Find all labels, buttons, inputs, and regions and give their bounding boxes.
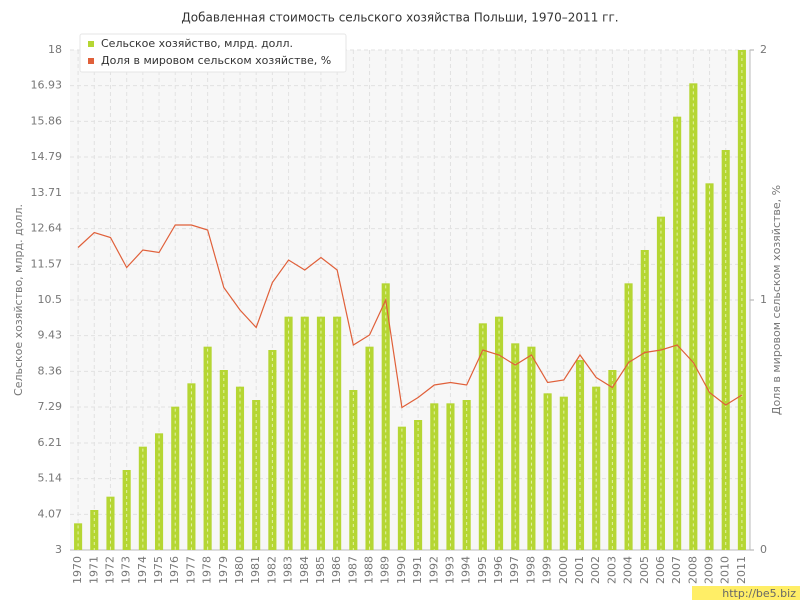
bar — [219, 370, 228, 550]
bar — [430, 403, 439, 550]
bar — [624, 283, 633, 550]
legend-box — [79, 33, 347, 73]
x-tick-label: 2007 — [670, 556, 683, 584]
chart-title: Добавленная стоимость сельского хозяйств… — [181, 11, 618, 25]
x-tick-label: 1981 — [249, 556, 262, 584]
x-tick-label: 1998 — [524, 556, 537, 584]
bar — [365, 346, 374, 550]
y-tick-label: 14.79 — [31, 150, 63, 163]
y-tick-label: 18 — [48, 43, 62, 56]
x-tick-label: 1979 — [217, 556, 230, 584]
x-tick-label: 1970 — [71, 556, 84, 584]
bar — [171, 406, 180, 550]
watermark-bg — [692, 586, 800, 600]
bar — [673, 116, 682, 551]
x-tick-label: 1980 — [233, 556, 246, 584]
x-tick-label: 2004 — [622, 556, 635, 584]
x-tick-label: 1974 — [136, 556, 149, 584]
x-tick-label: 1995 — [476, 556, 489, 584]
x-tick-label: 1988 — [363, 556, 376, 584]
x-tick-label: 2002 — [589, 556, 602, 584]
bar — [478, 323, 487, 550]
y-axis-title: Сельское хозяйство, млрд. долл. — [12, 204, 25, 396]
y2-tick-label: 1 — [760, 293, 767, 306]
legend-label: Доля в мировом сельском хозяйстве, % — [101, 54, 331, 67]
bar — [381, 283, 390, 550]
bar — [511, 343, 520, 550]
y-tick-label: 11.57 — [31, 257, 63, 270]
x-tick-label: 1993 — [443, 556, 456, 584]
y-tick-label: 6.21 — [38, 436, 63, 449]
bar — [187, 383, 196, 550]
x-tick-label: 1991 — [411, 556, 424, 584]
x-tick-label: 1977 — [184, 556, 197, 584]
bar — [203, 346, 212, 550]
x-tick-label: 2001 — [573, 556, 586, 584]
x-tick-label: 1985 — [314, 556, 327, 584]
y-tick-label: 15.86 — [31, 114, 63, 127]
watermark: http://be5.biz — [722, 587, 796, 600]
x-tick-label: 1976 — [168, 556, 181, 584]
x-tick-label: 1999 — [541, 556, 554, 584]
legend-label: Сельское хозяйство, млрд. долл. — [101, 37, 293, 50]
y2-tick-label: 0 — [760, 543, 767, 556]
x-tick-label: 1984 — [298, 556, 311, 584]
x-tick-label: 1971 — [87, 556, 100, 584]
y2-axis-title: Доля в мировом сельском хозяйстве, % — [770, 185, 783, 415]
y-tick-label: 13.71 — [31, 186, 63, 199]
y-tick-label: 16.93 — [31, 79, 63, 92]
bar — [543, 393, 552, 550]
bar — [446, 403, 455, 550]
x-tick-label: 1983 — [282, 556, 295, 584]
bar — [608, 370, 617, 550]
x-tick-label: 1996 — [492, 556, 505, 584]
x-tick-label: 1975 — [152, 556, 165, 584]
x-tick-label: 1972 — [103, 556, 116, 584]
x-tick-label: 2006 — [654, 556, 667, 584]
x-tick-label: 1982 — [265, 556, 278, 584]
line — [77, 224, 743, 409]
legend-swatch — [88, 58, 94, 64]
x-tick-label: 2010 — [719, 556, 732, 584]
y-tick-label: 9.43 — [38, 329, 63, 342]
x-tick-label: 1994 — [460, 556, 473, 584]
x-tick-label: 1989 — [379, 556, 392, 584]
legend-swatch — [88, 41, 94, 47]
x-tick-label: 1997 — [508, 556, 521, 584]
y-tick-label: 12.64 — [31, 222, 63, 235]
x-tick-label: 1978 — [201, 556, 214, 584]
x-tick-label: 2000 — [557, 556, 570, 584]
x-tick-label: 1992 — [427, 556, 440, 584]
x-tick-label: 1990 — [395, 556, 408, 584]
y-tick-label: 8.36 — [38, 364, 63, 377]
y-tick-label: 4.07 — [38, 507, 63, 520]
bar — [689, 83, 698, 550]
x-tick-label: 2008 — [686, 556, 699, 584]
x-tick-label: 1987 — [346, 556, 359, 584]
bar — [640, 250, 649, 550]
bar — [397, 426, 406, 550]
x-tick-label: 2005 — [638, 556, 651, 584]
x-tick-label: 2003 — [605, 556, 618, 584]
y-tick-label: 10.5 — [38, 293, 63, 306]
bar — [74, 523, 83, 550]
y-tick-label: 3 — [55, 543, 62, 556]
x-tick-label: 1973 — [120, 556, 133, 584]
x-tick-label: 2011 — [735, 556, 748, 584]
x-tick-label: 2009 — [703, 556, 716, 584]
y-tick-label: 5.14 — [38, 472, 63, 485]
y-tick-label: 7.29 — [38, 400, 63, 413]
bar — [527, 346, 536, 550]
x-tick-label: 1986 — [330, 556, 343, 584]
y2-tick-label: 2 — [760, 43, 767, 56]
